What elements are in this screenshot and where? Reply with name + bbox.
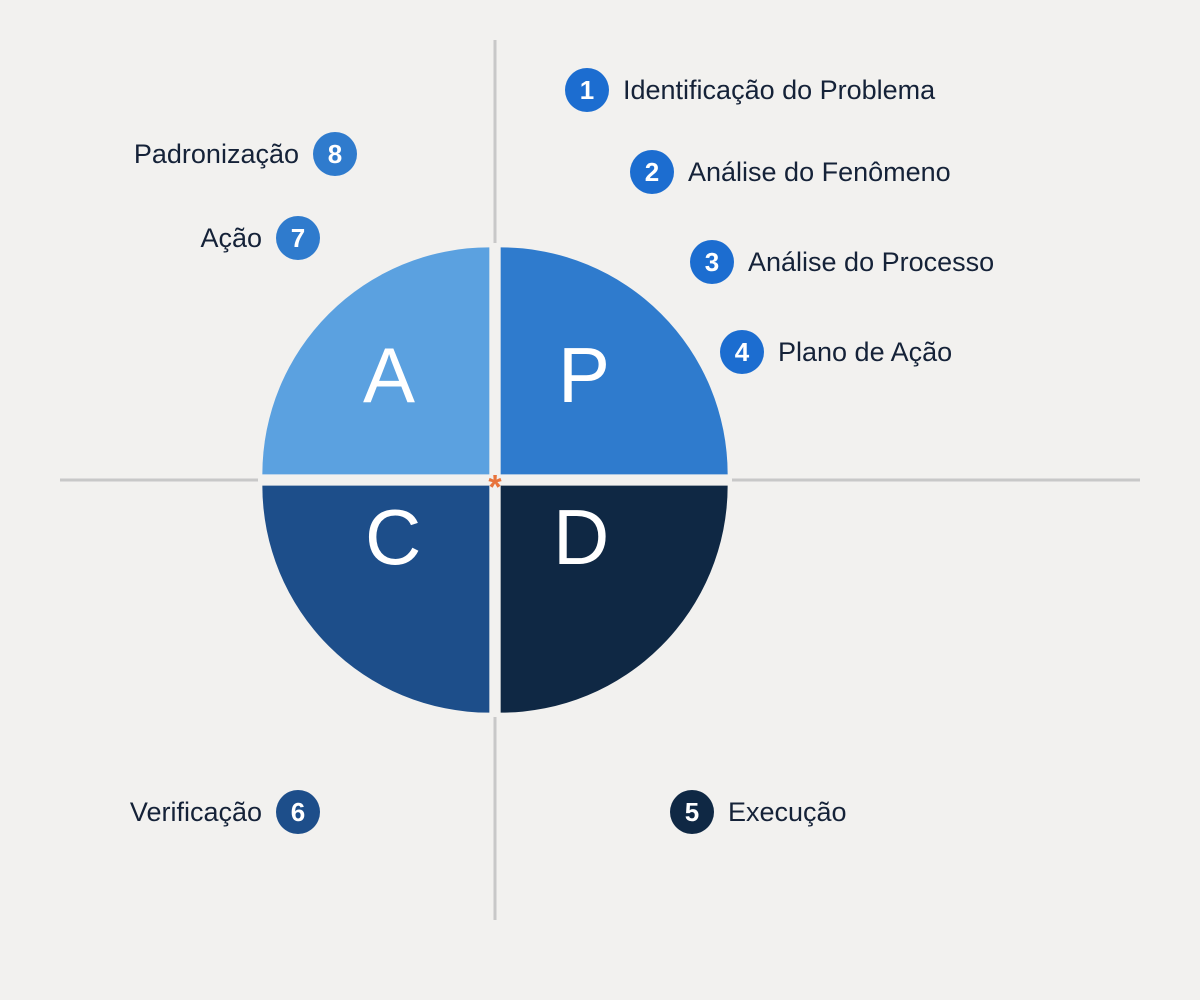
step-badge-6: 6 (276, 790, 320, 834)
step-badge-3: 3 (690, 240, 734, 284)
quadrant-d (501, 486, 728, 713)
step-badge-7: 7 (276, 216, 320, 260)
pdca-diagram: P D C A * 1 Identificação do Problema 2 Aná… (0, 0, 1200, 1000)
step-4: 4 Plano de Ação (720, 330, 952, 374)
step-2: 2 Análise do Fenômeno (630, 150, 951, 194)
step-3: 3 Análise do Processo (690, 240, 994, 284)
quadrant-letter-a: A (363, 330, 415, 421)
step-badge-2: 2 (630, 150, 674, 194)
step-8: 8 Padronização (134, 132, 357, 176)
step-badge-8: 8 (313, 132, 357, 176)
step-5: 5 Execução (670, 790, 847, 834)
quadrant-letter-p: P (558, 330, 610, 421)
center-star-icon: * (488, 469, 501, 508)
step-label-6: Verificação (130, 797, 262, 828)
quadrant-letter-d: D (553, 492, 609, 583)
step-label-8: Padronização (134, 139, 299, 170)
step-label-1: Identificação do Problema (623, 75, 935, 106)
step-label-7: Ação (200, 223, 262, 254)
step-badge-1: 1 (565, 68, 609, 112)
step-badge-5: 5 (670, 790, 714, 834)
step-label-5: Execução (728, 797, 847, 828)
step-label-4: Plano de Ação (778, 337, 952, 368)
step-6: 6 Verificação (130, 790, 320, 834)
step-label-3: Análise do Processo (748, 247, 994, 278)
step-badge-4: 4 (720, 330, 764, 374)
step-label-2: Análise do Fenômeno (688, 157, 951, 188)
quadrant-letter-c: C (365, 492, 421, 583)
step-7: 7 Ação (200, 216, 320, 260)
step-1: 1 Identificação do Problema (565, 68, 935, 112)
